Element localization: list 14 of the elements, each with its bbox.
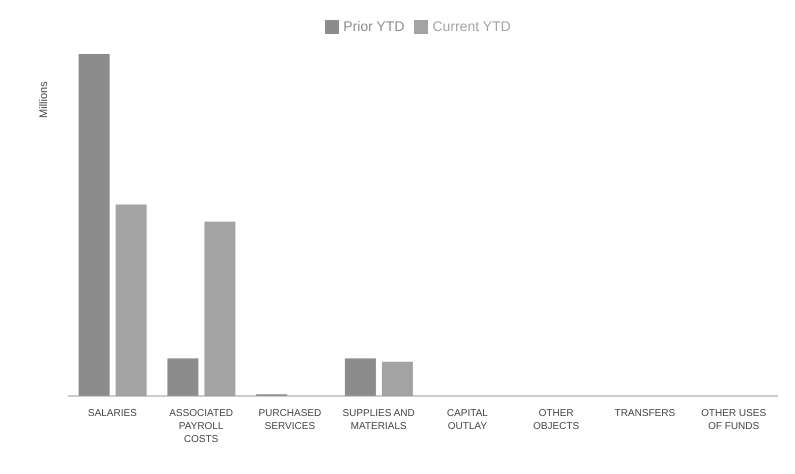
legend-label: Prior YTD bbox=[343, 18, 404, 34]
bar bbox=[167, 358, 198, 396]
bar bbox=[344, 358, 376, 396]
x-tick-label: SALARIES bbox=[88, 408, 138, 419]
legend-label: Current YTD bbox=[432, 18, 511, 34]
x-tick-label: PURCHASED SERVICES bbox=[258, 408, 322, 432]
x-tick-label: CAPITAL OUTLAY bbox=[446, 408, 488, 432]
y-axis-title: Millions bbox=[38, 81, 50, 118]
x-tick-label: OTHER OBJECTS bbox=[533, 408, 580, 432]
x-tick-label: ASSOCIATED PAYROLL COSTS bbox=[169, 408, 233, 445]
x-tick-label: SUPPLIES AND MATERIALS bbox=[342, 408, 415, 432]
x-tick-label: OTHER USES OF FUNDS bbox=[701, 408, 766, 432]
bar bbox=[78, 54, 110, 396]
x-tick-label: TRANSFERS bbox=[614, 408, 676, 419]
